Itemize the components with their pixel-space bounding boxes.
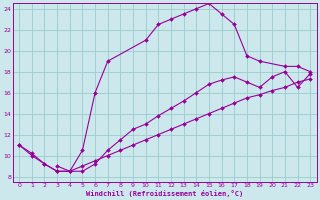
X-axis label: Windchill (Refroidissement éolien,°C): Windchill (Refroidissement éolien,°C) [86,190,243,197]
